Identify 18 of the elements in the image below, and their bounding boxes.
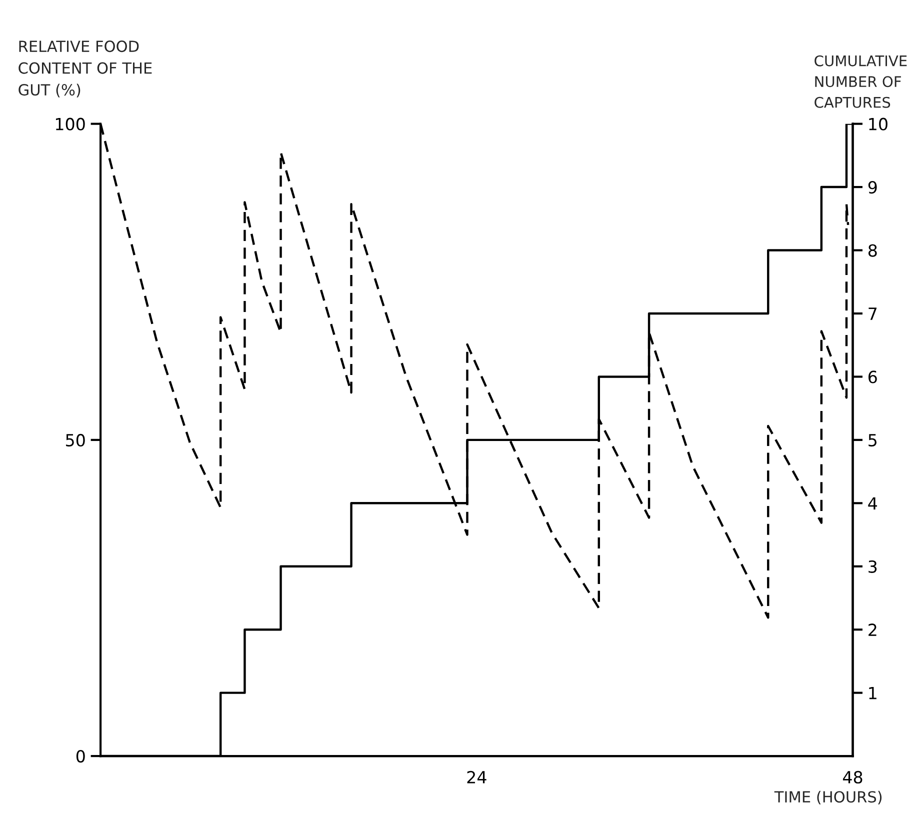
x-axis-title: TIME (HOURS) — [774, 790, 882, 804]
y-tick-label: 50 — [66, 434, 85, 446]
y2-tick-label: 1 — [869, 687, 876, 700]
y2-tick-label: 3 — [868, 560, 877, 573]
y2-tick-label: 5 — [868, 434, 876, 446]
y2-tick-label: 6 — [868, 370, 877, 384]
y2-tick-label: 8 — [868, 244, 877, 257]
y2-tick-label: 7 — [868, 308, 877, 320]
y2-tick-label: 10 — [869, 118, 888, 130]
y2-tick-label: 2 — [868, 624, 876, 636]
y-tick-label: 0 — [76, 750, 85, 763]
y-axis-title: RELATIVE FOOD CONTENT OF THE GUT (%) — [18, 40, 152, 98]
y2-tick-label: 9 — [868, 181, 877, 194]
y2-axis-title: CUMULATIVE NUMBER OF CAPTURES — [814, 55, 907, 108]
x-tick-label: 24 — [467, 770, 486, 784]
x-tick-label: 48 — [842, 770, 862, 784]
y-tick-label: 100 — [56, 118, 85, 130]
y2-tick-label: 4 — [868, 497, 878, 510]
